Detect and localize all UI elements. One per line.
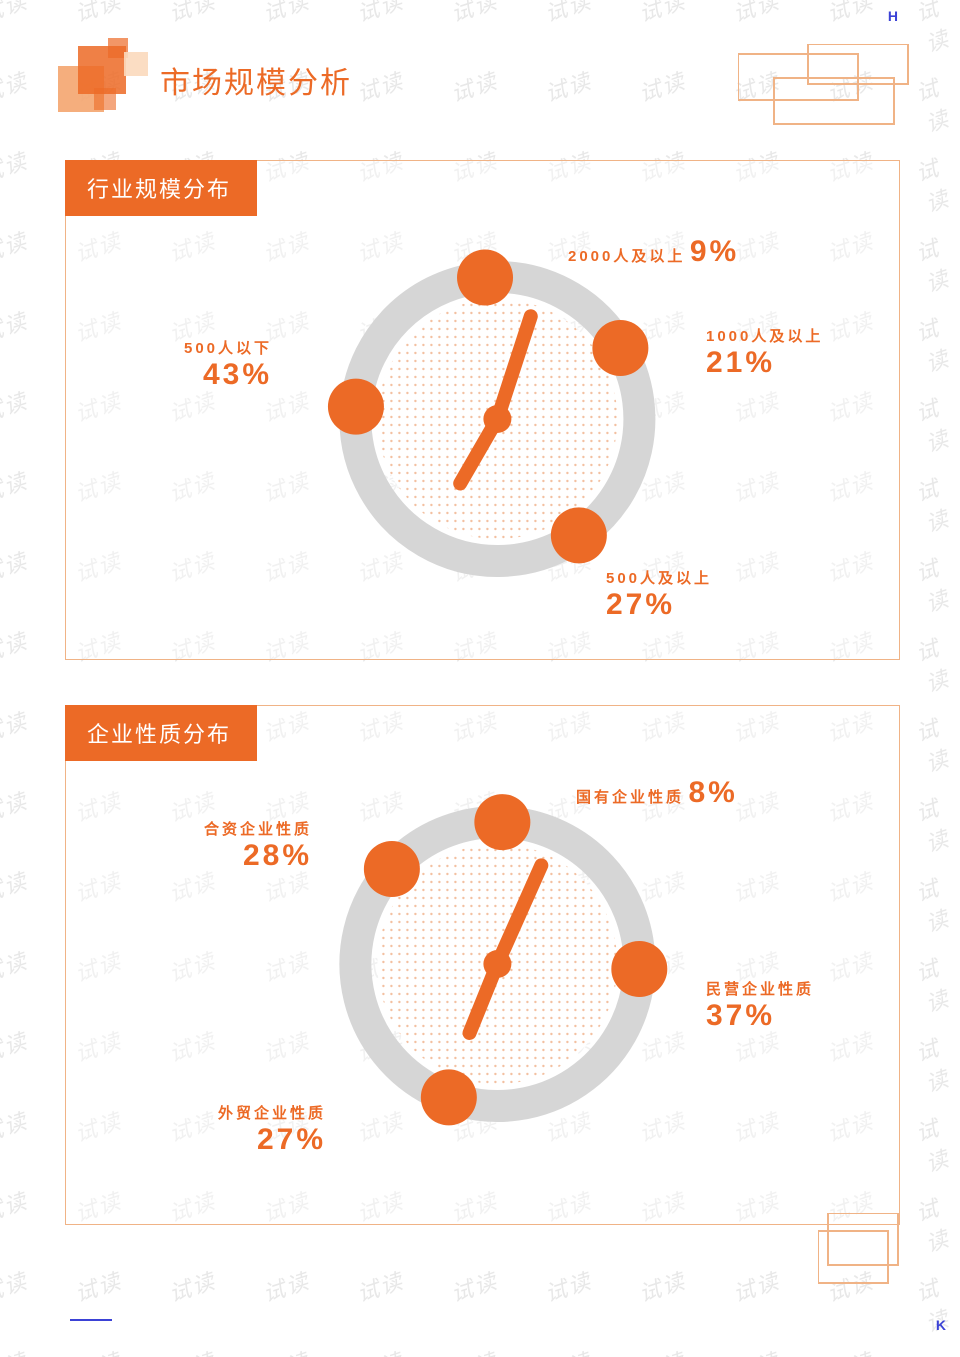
data-point-dot: [420, 1069, 476, 1125]
card-industry-scale: 行业规模分布 2000人及以上 9% 1000人及以上21% 500人及以上27% 5…: [65, 160, 900, 660]
data-label: 500人以下43%: [184, 337, 272, 392]
data-point-dot: [327, 379, 383, 435]
data-label: 2000人及以上 9%: [568, 235, 739, 269]
page-title: 市场规模分析: [160, 58, 352, 102]
corner-marker-top: H: [888, 8, 898, 24]
data-point-dot: [363, 841, 419, 897]
card-tab: 企业性质分布: [65, 705, 257, 761]
card-tab: 行业规模分布: [65, 160, 257, 216]
data-label: 外贸企业性质27%: [218, 1102, 326, 1157]
data-point-dot: [457, 250, 513, 306]
data-label: 500人及以上27%: [606, 567, 712, 622]
footer-rects-icon: [818, 1213, 918, 1303]
data-label: 民营企业性质37%: [706, 978, 814, 1033]
data-point-dot: [611, 941, 667, 997]
page-header: 市场规模分析: [58, 46, 920, 136]
data-point-dot: [474, 794, 530, 850]
clock-chart-1: [317, 239, 677, 604]
corner-underline: [70, 1319, 112, 1321]
data-point-dot: [550, 507, 606, 563]
data-label: 国有企业性质 8%: [576, 776, 738, 810]
header-squares-icon: [58, 38, 168, 128]
card-enterprise-nature: 企业性质分布 国有企业性质 8% 合资企业性质28% 民营企业性质37% 外贸企业性质…: [65, 705, 900, 1225]
data-label: 1000人及以上21%: [706, 325, 823, 380]
data-point-dot: [592, 320, 648, 376]
data-label: 合资企业性质28%: [204, 818, 312, 873]
header-rects-icon: [738, 44, 928, 134]
clock-chart-2: [317, 784, 677, 1149]
corner-marker-bottom: K: [936, 1317, 946, 1333]
